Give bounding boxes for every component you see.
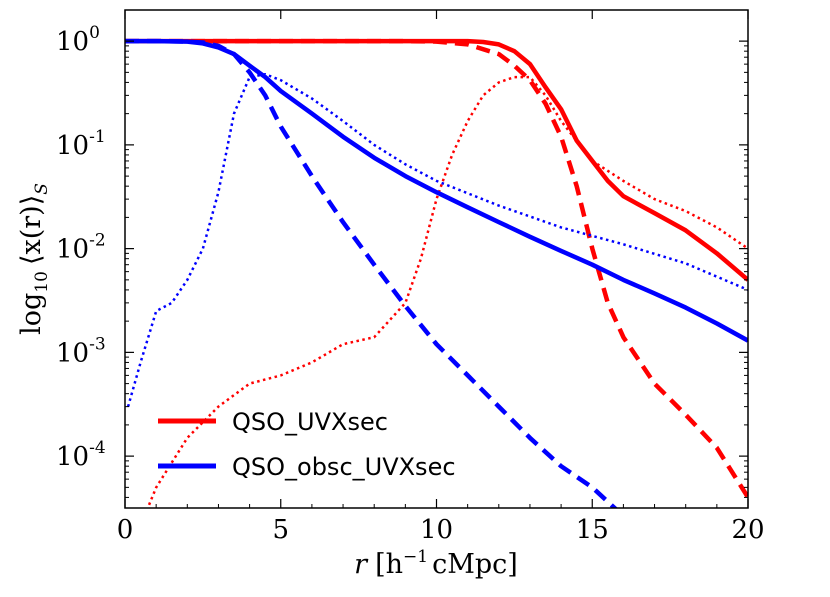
- x-axis-label: r [h−1 cMpc]: [354, 547, 518, 580]
- x-tick-label: 15: [576, 515, 609, 545]
- x-axis-units: [h: [375, 549, 403, 580]
- y-axis-prefix: log: [16, 293, 47, 335]
- x-tick-label: 10: [420, 515, 453, 545]
- x-tick-label: 0: [117, 515, 134, 545]
- y-tick-label: 100: [56, 23, 100, 57]
- y-tick-base: 10: [56, 338, 89, 368]
- legend: QSO_UVXsec QSO_obsc_UVXsec: [158, 408, 456, 481]
- x-axis-units-tail: cMpc]: [432, 549, 518, 580]
- y-tick-base: 10: [56, 235, 89, 265]
- y-tick-exp: -2: [89, 231, 106, 251]
- x-tick-label: 20: [731, 515, 764, 545]
- legend-label-qso-obsc-uvxsec: QSO_obsc_UVXsec: [232, 453, 456, 481]
- y-axis-body: ⟨x(r)⟩: [16, 195, 47, 265]
- y-tick-exp: -1: [89, 127, 106, 147]
- y-tick-exp: -3: [89, 334, 106, 354]
- series-line-qso-uvxsec-dashed: [125, 38, 748, 499]
- x-axis-var: r: [354, 549, 369, 580]
- series-line-qso-obsc-uvxsec-dotted: [126, 72, 748, 407]
- y-axis-sub: 10: [32, 271, 52, 293]
- legend-label-qso-uvxsec: QSO_UVXsec: [232, 408, 388, 436]
- y-axis-tail-sub: S: [32, 183, 52, 195]
- y-tick-base: 10: [56, 27, 89, 57]
- y-tick-label: 10-3: [56, 334, 106, 368]
- y-tick-exp: -4: [89, 438, 106, 458]
- series-line-qso-uvxsec-solid: [125, 38, 748, 282]
- y-tick-label: 10-2: [56, 231, 106, 265]
- y-tick-label: 10-1: [56, 127, 106, 161]
- x-axis-exp: −1: [403, 547, 428, 567]
- series-line-qso-uvxsec-dotted: [146, 75, 748, 508]
- y-tick-label: 10-4: [56, 438, 106, 472]
- series-layer: [125, 38, 748, 508]
- y-tick-exp: 0: [89, 23, 100, 43]
- x-tick-label: 5: [272, 515, 289, 545]
- y-axis-label: log10 ⟨x(r)⟩S: [16, 183, 52, 335]
- y-tick-base: 10: [56, 442, 89, 472]
- y-tick-base: 10: [56, 131, 89, 161]
